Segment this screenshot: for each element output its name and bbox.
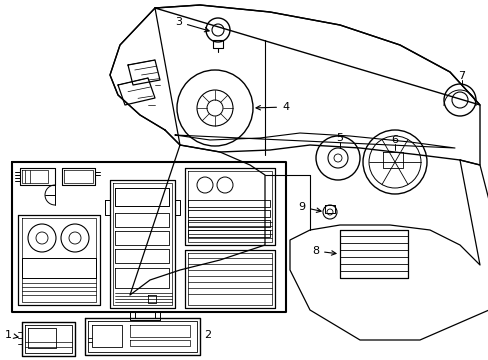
Text: 6: 6 [391, 135, 398, 145]
Text: 5: 5 [336, 133, 343, 143]
Text: 1: 1 [5, 330, 18, 340]
Text: 3: 3 [175, 17, 209, 32]
Text: 7: 7 [458, 71, 465, 81]
Text: 9: 9 [297, 202, 321, 212]
Text: 4: 4 [256, 102, 288, 112]
Text: 2: 2 [204, 330, 211, 340]
Text: 8: 8 [311, 246, 335, 256]
